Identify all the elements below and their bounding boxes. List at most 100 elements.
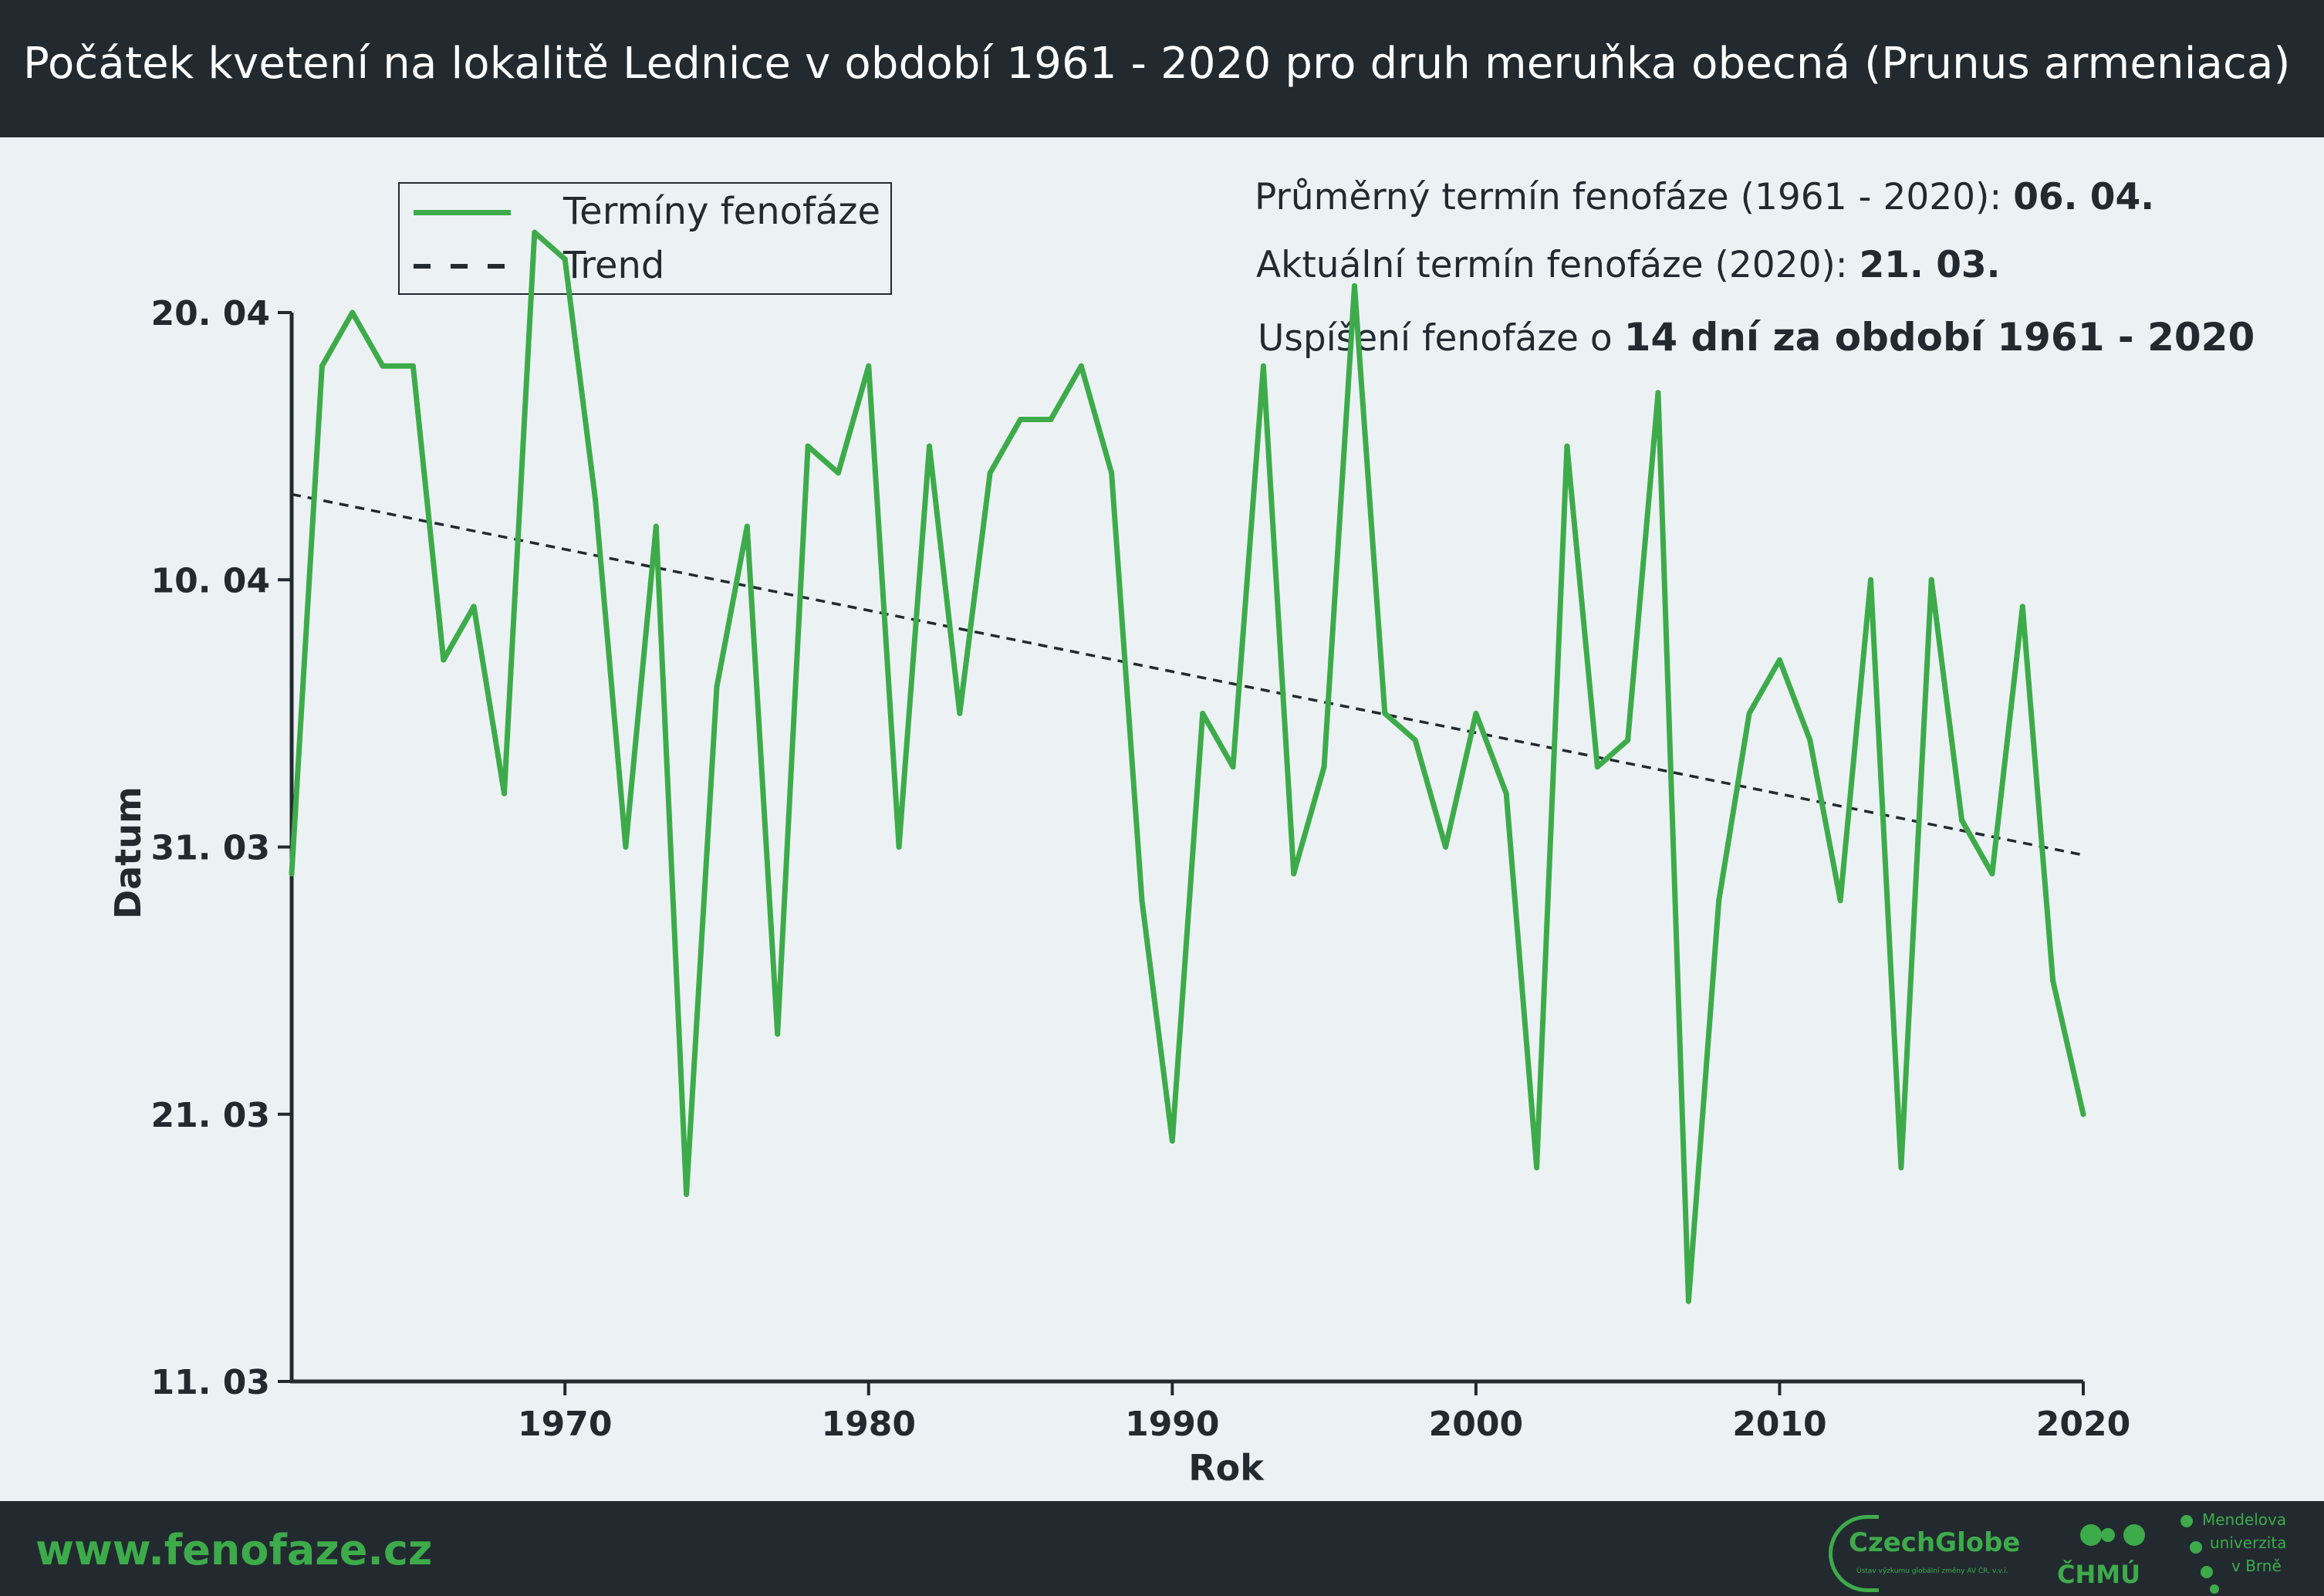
y-axis-title: Datum [107,786,149,919]
info-current-value: 21. 03. [1859,244,2001,286]
data-point [805,443,811,449]
data-point [1746,710,1752,716]
data-point [501,790,507,796]
czechglobe-logo-subtext: Ústav výzkumu globální změny AV ČR, v.v.… [1856,1567,2008,1575]
footer-website-link[interactable]: www.fenofaze.cz [35,1526,433,1574]
mendelu-text-2: univerzita [2210,1533,2287,1552]
data-point [926,443,932,449]
data-point [1048,417,1054,422]
data-point [987,470,993,476]
header-bar: Počátek kvetení na lokalitě Lednice v ob… [0,0,2324,137]
data-point [1260,363,1266,369]
data-point [1685,1298,1691,1304]
data-point [1594,764,1600,770]
data-point [1109,470,1115,476]
mendelu-text-1: Mendelova [2202,1510,2287,1529]
data-point [289,871,295,877]
info-shift-value: 14 dní za období 1961 - 2020 [1623,315,2255,360]
data-point [380,363,386,369]
data-point [775,1031,781,1037]
data-point [623,844,629,850]
data-point [1018,417,1024,422]
data-point [1412,737,1418,743]
info-average: Průměrný termín fenofáze (1961 - 2020): … [1255,176,2154,218]
mendelu-dot-icon [2201,1566,2213,1578]
y-tick-label: 11. 03 [151,1363,271,1402]
legend-swatch-solid [414,210,511,215]
data-point [896,844,902,850]
mendelu-dot-icon [2190,1541,2202,1554]
data-point [562,256,568,262]
data-point [1534,1165,1540,1171]
data-point [593,496,599,502]
data-point [2080,1111,2086,1118]
data-point [1351,282,1357,289]
czechglobe-logo: CzechGlobe Ústav výzkumu globální změny … [1821,1512,2029,1592]
x-tick-label: 2020 [2036,1405,2130,1444]
data-point [744,523,750,529]
y-tick-label: 10. 04 [151,561,271,600]
data-point [1230,764,1236,770]
trend-line [291,492,2084,857]
data-point [1807,737,1813,743]
data-point [410,363,416,369]
data-point [1200,710,1206,716]
chart-legend: Termíny fenofáze Trend [398,182,892,295]
legend-swatch-dashed [414,264,514,269]
x-tick-label: 2010 [1732,1405,1826,1444]
data-point [1959,817,1965,823]
x-tick-label: 1980 [822,1405,916,1444]
data-point [653,523,659,529]
legend-item-trend: Trend [400,238,890,292]
data-point [2050,978,2056,984]
data-point [835,470,841,476]
data-point [1291,871,1297,877]
czechglobe-logo-text: CzechGlobe [1849,1527,2021,1558]
info-shift-label: Uspíšení fenofáze o [1258,317,1613,360]
chmu-dots-icon [2080,1524,2145,1546]
page-title: Počátek kvetení na lokalitě Lednice v ob… [23,39,2291,89]
data-point [1928,577,1934,583]
legend-label-series: Termíny fenofáze [563,190,881,233]
y-tick-label: 20. 04 [151,294,271,333]
chmu-logo-text: ČHMÚ [2057,1560,2141,1589]
data-point [319,363,325,369]
data-point [1837,898,1843,904]
data-point [1321,764,1327,770]
info-current-label: Aktuální termín fenofáze (2020): [1256,244,1848,286]
mendelu-logo: Mendelova univerzita v Brně [2174,1510,2321,1595]
x-tick-label: 2000 [1429,1405,1523,1444]
data-point [1139,898,1145,904]
data-point [1169,1138,1175,1144]
data-point [1503,790,1509,796]
mendelu-dot-icon [2180,1515,2193,1527]
chmu-logo: ČHMÚ [2049,1515,2150,1592]
data-point [441,657,447,663]
info-shift: Uspíšení fenofáze o 14 dní za období 196… [1258,315,2255,360]
data-point [2019,604,2025,610]
data-point [1382,710,1388,716]
data-point [684,1192,690,1198]
y-tick-label: 21. 03 [151,1096,271,1135]
mendelu-dot-icon [2210,1584,2219,1594]
x-axis-title: Rok [1188,1447,1265,1489]
data-point [1078,363,1084,369]
legend-label-trend: Trend [563,244,665,287]
data-point [1868,577,1874,583]
data-point [1989,871,1995,877]
legend-item-series: Termíny fenofáze [400,184,890,238]
info-average-value: 06. 04. [2013,176,2155,218]
data-point [1443,844,1449,850]
series-line-phenophase [289,229,2086,1304]
footer-bar: www.fenofaze.cz CzechGlobe Ústav výzkumu… [0,1501,2324,1596]
info-average-label: Průměrný termín fenofáze (1961 - 2020): [1255,176,2002,218]
data-point [1776,657,1782,663]
data-point [471,604,477,610]
x-tick-label: 1970 [518,1405,612,1444]
data-point [1716,898,1722,904]
data-point [714,684,720,690]
data-point [532,229,538,235]
x-tick-label: 1990 [1125,1405,1219,1444]
y-tick-label: 31. 03 [151,829,271,868]
